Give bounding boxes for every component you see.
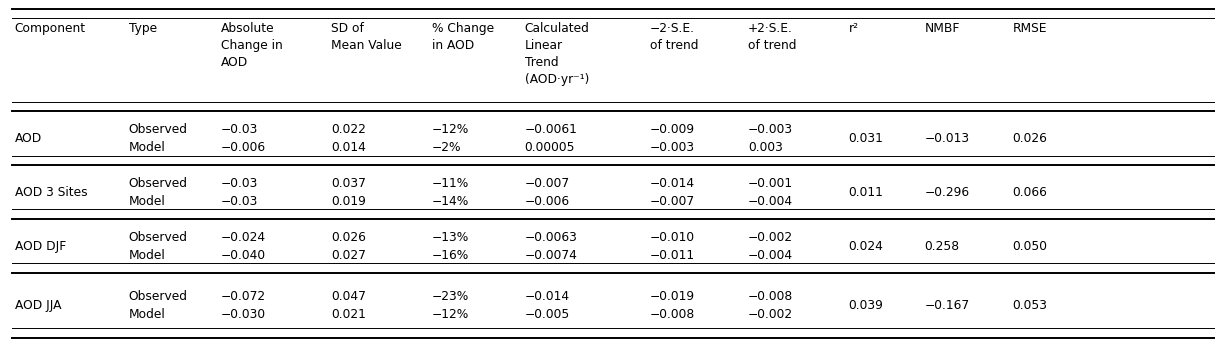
Text: −0.009
−0.003: −0.009 −0.003 [650, 123, 695, 154]
Text: −0.072
−0.030: −0.072 −0.030 [221, 290, 266, 321]
Text: 0.037
0.019: 0.037 0.019 [331, 177, 365, 208]
Text: AOD 3 Sites: AOD 3 Sites [15, 186, 87, 199]
Text: 0.039: 0.039 [848, 299, 883, 312]
Text: Observed
Model: Observed Model [129, 290, 188, 321]
Text: −0.024
−0.040: −0.024 −0.040 [221, 231, 266, 262]
Text: −0.001
−0.004: −0.001 −0.004 [748, 177, 793, 208]
Text: −0.002
−0.004: −0.002 −0.004 [748, 231, 793, 262]
Text: NMBF: NMBF [924, 22, 960, 35]
Text: Absolute
Change in
AOD: Absolute Change in AOD [221, 22, 282, 69]
Text: 0.011: 0.011 [848, 186, 883, 199]
Text: 0.024: 0.024 [848, 240, 883, 253]
Text: RMSE: RMSE [1013, 22, 1047, 35]
Text: −12%
−2%: −12% −2% [432, 123, 468, 154]
Text: 0.022
0.014: 0.022 0.014 [331, 123, 365, 154]
Text: −2·S.E.
of trend: −2·S.E. of trend [650, 22, 699, 52]
Text: −13%
−16%: −13% −16% [432, 231, 468, 262]
Text: 0.053: 0.053 [1013, 299, 1048, 312]
Text: 0.026: 0.026 [1013, 132, 1047, 145]
Text: 0.050: 0.050 [1013, 240, 1048, 253]
Text: −0.167: −0.167 [924, 299, 970, 312]
Text: −0.0061
0.00005: −0.0061 0.00005 [525, 123, 577, 154]
Text: Component: Component [15, 22, 86, 35]
Text: Type: Type [129, 22, 157, 35]
Text: 0.031: 0.031 [848, 132, 883, 145]
Text: −0.013: −0.013 [924, 132, 970, 145]
Text: −0.296: −0.296 [924, 186, 970, 199]
Text: −11%
−14%: −11% −14% [432, 177, 468, 208]
Text: −0.03
−0.006: −0.03 −0.006 [221, 123, 266, 154]
Text: −23%
−12%: −23% −12% [432, 290, 468, 321]
Text: AOD: AOD [15, 132, 42, 145]
Text: −0.007
−0.006: −0.007 −0.006 [525, 177, 570, 208]
Text: −0.03
−0.03: −0.03 −0.03 [221, 177, 257, 208]
Text: Observed
Model: Observed Model [129, 177, 188, 208]
Text: Observed
Model: Observed Model [129, 123, 188, 154]
Text: Calculated
Linear
Trend
(AOD·yr⁻¹): Calculated Linear Trend (AOD·yr⁻¹) [525, 22, 590, 86]
Text: −0.010
−0.011: −0.010 −0.011 [650, 231, 695, 262]
Text: 0.258: 0.258 [924, 240, 960, 253]
Text: 0.047
0.021: 0.047 0.021 [331, 290, 365, 321]
Text: −0.0063
−0.0074: −0.0063 −0.0074 [525, 231, 577, 262]
Text: −0.014
−0.005: −0.014 −0.005 [525, 290, 570, 321]
Text: r²: r² [848, 22, 858, 35]
Text: −0.003
0.003: −0.003 0.003 [748, 123, 793, 154]
Text: SD of
Mean Value: SD of Mean Value [331, 22, 402, 52]
Text: AOD DJF: AOD DJF [15, 240, 66, 253]
Text: +2·S.E.
of trend: +2·S.E. of trend [748, 22, 797, 52]
Text: −0.008
−0.002: −0.008 −0.002 [748, 290, 793, 321]
Text: AOD JJA: AOD JJA [15, 299, 61, 312]
Text: −0.019
−0.008: −0.019 −0.008 [650, 290, 695, 321]
Text: % Change
in AOD: % Change in AOD [432, 22, 494, 52]
Text: 0.066: 0.066 [1013, 186, 1047, 199]
Text: −0.014
−0.007: −0.014 −0.007 [650, 177, 695, 208]
Text: Observed
Model: Observed Model [129, 231, 188, 262]
Text: 0.026
0.027: 0.026 0.027 [331, 231, 365, 262]
